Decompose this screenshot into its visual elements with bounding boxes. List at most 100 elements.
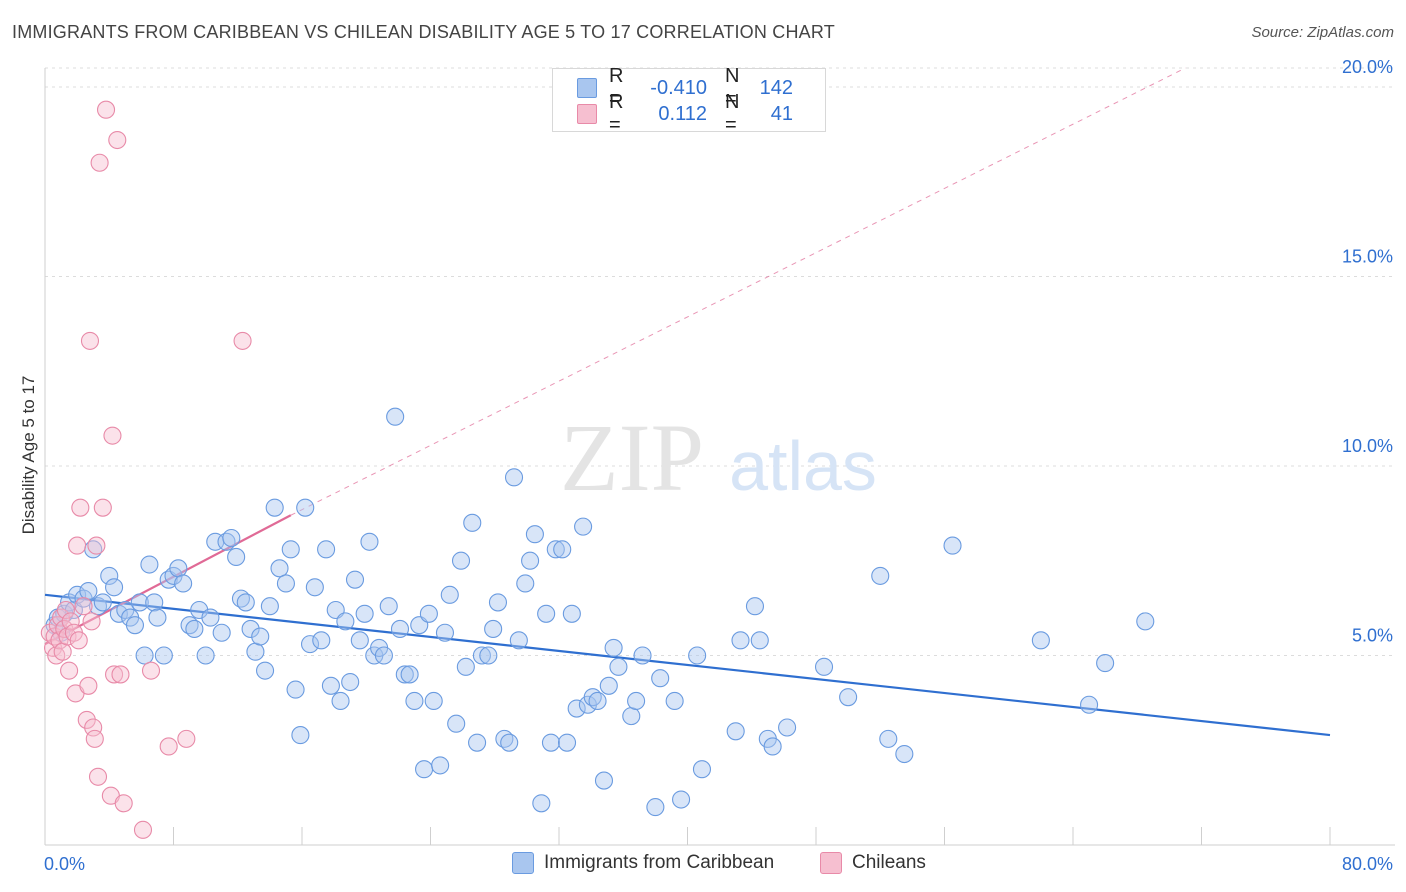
caribbean-point: [296, 498, 315, 517]
caribbean-point: [135, 646, 154, 665]
x-tick-label: 80.0%: [1342, 854, 1393, 874]
chilean-point: [141, 661, 161, 680]
caribbean-point: [672, 790, 691, 809]
caribbean-point: [431, 756, 450, 775]
caribbean-point: [130, 593, 149, 612]
n-label: N =: [725, 65, 740, 110]
caribbean-point: [943, 536, 962, 555]
grid-lines: [45, 67, 1395, 656]
caribbean-point: [100, 566, 119, 585]
caribbean-point: [395, 665, 414, 684]
caribbean-point: [424, 691, 443, 711]
axes: [44, 68, 1395, 846]
caribbean-point: [405, 691, 424, 711]
caribbean-point: [594, 771, 614, 790]
caribbean-point: [521, 551, 540, 570]
caribbean-point: [79, 582, 98, 601]
caribbean-point: [509, 631, 528, 650]
caribbean-point: [435, 623, 455, 642]
chilean-point: [77, 710, 96, 729]
watermark-zip: ZIP: [560, 404, 704, 511]
caribbean-point: [93, 593, 112, 612]
caribbean-point: [419, 604, 438, 623]
caribbean-point: [265, 498, 284, 517]
n-value: 142: [759, 76, 793, 99]
chilean-point: [53, 642, 72, 661]
caribbean-point: [350, 631, 369, 650]
watermark-atlas: atlas: [729, 427, 877, 505]
caribbean-point: [633, 646, 652, 665]
legend-item-chileans[interactable]: Chileans: [820, 852, 926, 874]
n-value: 41: [770, 102, 793, 125]
caribbean-point: [390, 619, 410, 639]
caribbean-point: [305, 578, 324, 597]
legend-swatch-chileans: [577, 104, 597, 124]
legend-label-caribbean: Immigrants from Caribbean: [544, 852, 775, 873]
chilean-point: [56, 600, 75, 620]
chilean-point: [68, 536, 87, 555]
caribbean-point: [745, 597, 765, 616]
caribbean-point: [355, 604, 374, 623]
caribbean-point: [251, 627, 270, 646]
caribbean-point: [574, 517, 593, 536]
caribbean-point: [588, 691, 607, 711]
chilean-point: [84, 718, 103, 737]
caribbean-point: [814, 657, 834, 676]
r-label: R =: [609, 91, 624, 136]
caribbean-point: [778, 718, 797, 737]
trend-line: [44, 514, 292, 646]
caribbean-point: [688, 646, 707, 665]
caribbean-point: [260, 597, 279, 616]
chilean-point: [133, 820, 153, 839]
caribbean-point: [281, 540, 300, 559]
caribbean-point: [236, 593, 255, 612]
caribbean-point: [537, 604, 556, 623]
caribbean-point: [374, 646, 393, 665]
caribbean-point: [185, 619, 204, 639]
caribbean-point: [609, 657, 628, 676]
chilean-point: [60, 661, 79, 680]
trend-extension: [290, 67, 1186, 516]
caribbean-point: [541, 733, 561, 752]
caribbean-point: [256, 661, 275, 680]
chilean-point: [61, 612, 80, 631]
series-legend: Immigrants from Caribbean Chileans: [0, 852, 1406, 878]
chilean-point: [96, 100, 116, 119]
r-value: 0.112: [658, 102, 707, 125]
chart-title: IMMIGRANTS FROM CARIBBEAN VS CHILEAN DIS…: [12, 22, 835, 42]
caribbean-point: [484, 619, 503, 639]
chilean-point: [108, 130, 127, 150]
caribbean-point: [300, 635, 320, 654]
caribbean-point: [479, 646, 498, 665]
legend-swatch-caribbean: [512, 852, 534, 874]
caribbean-point: [488, 593, 508, 612]
caribbean-point: [386, 407, 405, 426]
caribbean-point: [871, 566, 890, 585]
chilean-point: [69, 631, 88, 650]
caribbean-point: [1096, 654, 1115, 673]
caribbean-point: [500, 733, 519, 752]
caribbean-point: [125, 616, 144, 635]
caribbean-point: [286, 680, 305, 699]
chilean-point: [87, 536, 106, 555]
legend-item-caribbean[interactable]: Immigrants from Caribbean: [512, 852, 774, 874]
chilean-point: [88, 767, 108, 786]
caribbean-point: [599, 676, 618, 695]
caribbean-point: [750, 631, 769, 650]
caribbean-point: [567, 699, 586, 718]
caribbean-point: [317, 540, 336, 559]
r-label: R =: [609, 65, 624, 110]
caribbean-point: [415, 760, 434, 779]
caribbean-point: [557, 733, 577, 752]
caribbean-point: [839, 688, 858, 707]
watermark: ZIP atlas: [560, 404, 877, 511]
chilean-point: [111, 665, 130, 684]
y-tick-label: 10.0%: [1342, 436, 1393, 456]
data-points: [40, 100, 1155, 839]
legend-row-caribbean: R = -0.410 N = 142: [577, 65, 793, 110]
caribbean-point: [154, 646, 173, 665]
caribbean-point: [148, 608, 167, 627]
caribbean-point: [105, 578, 124, 597]
caribbean-point: [291, 726, 310, 745]
